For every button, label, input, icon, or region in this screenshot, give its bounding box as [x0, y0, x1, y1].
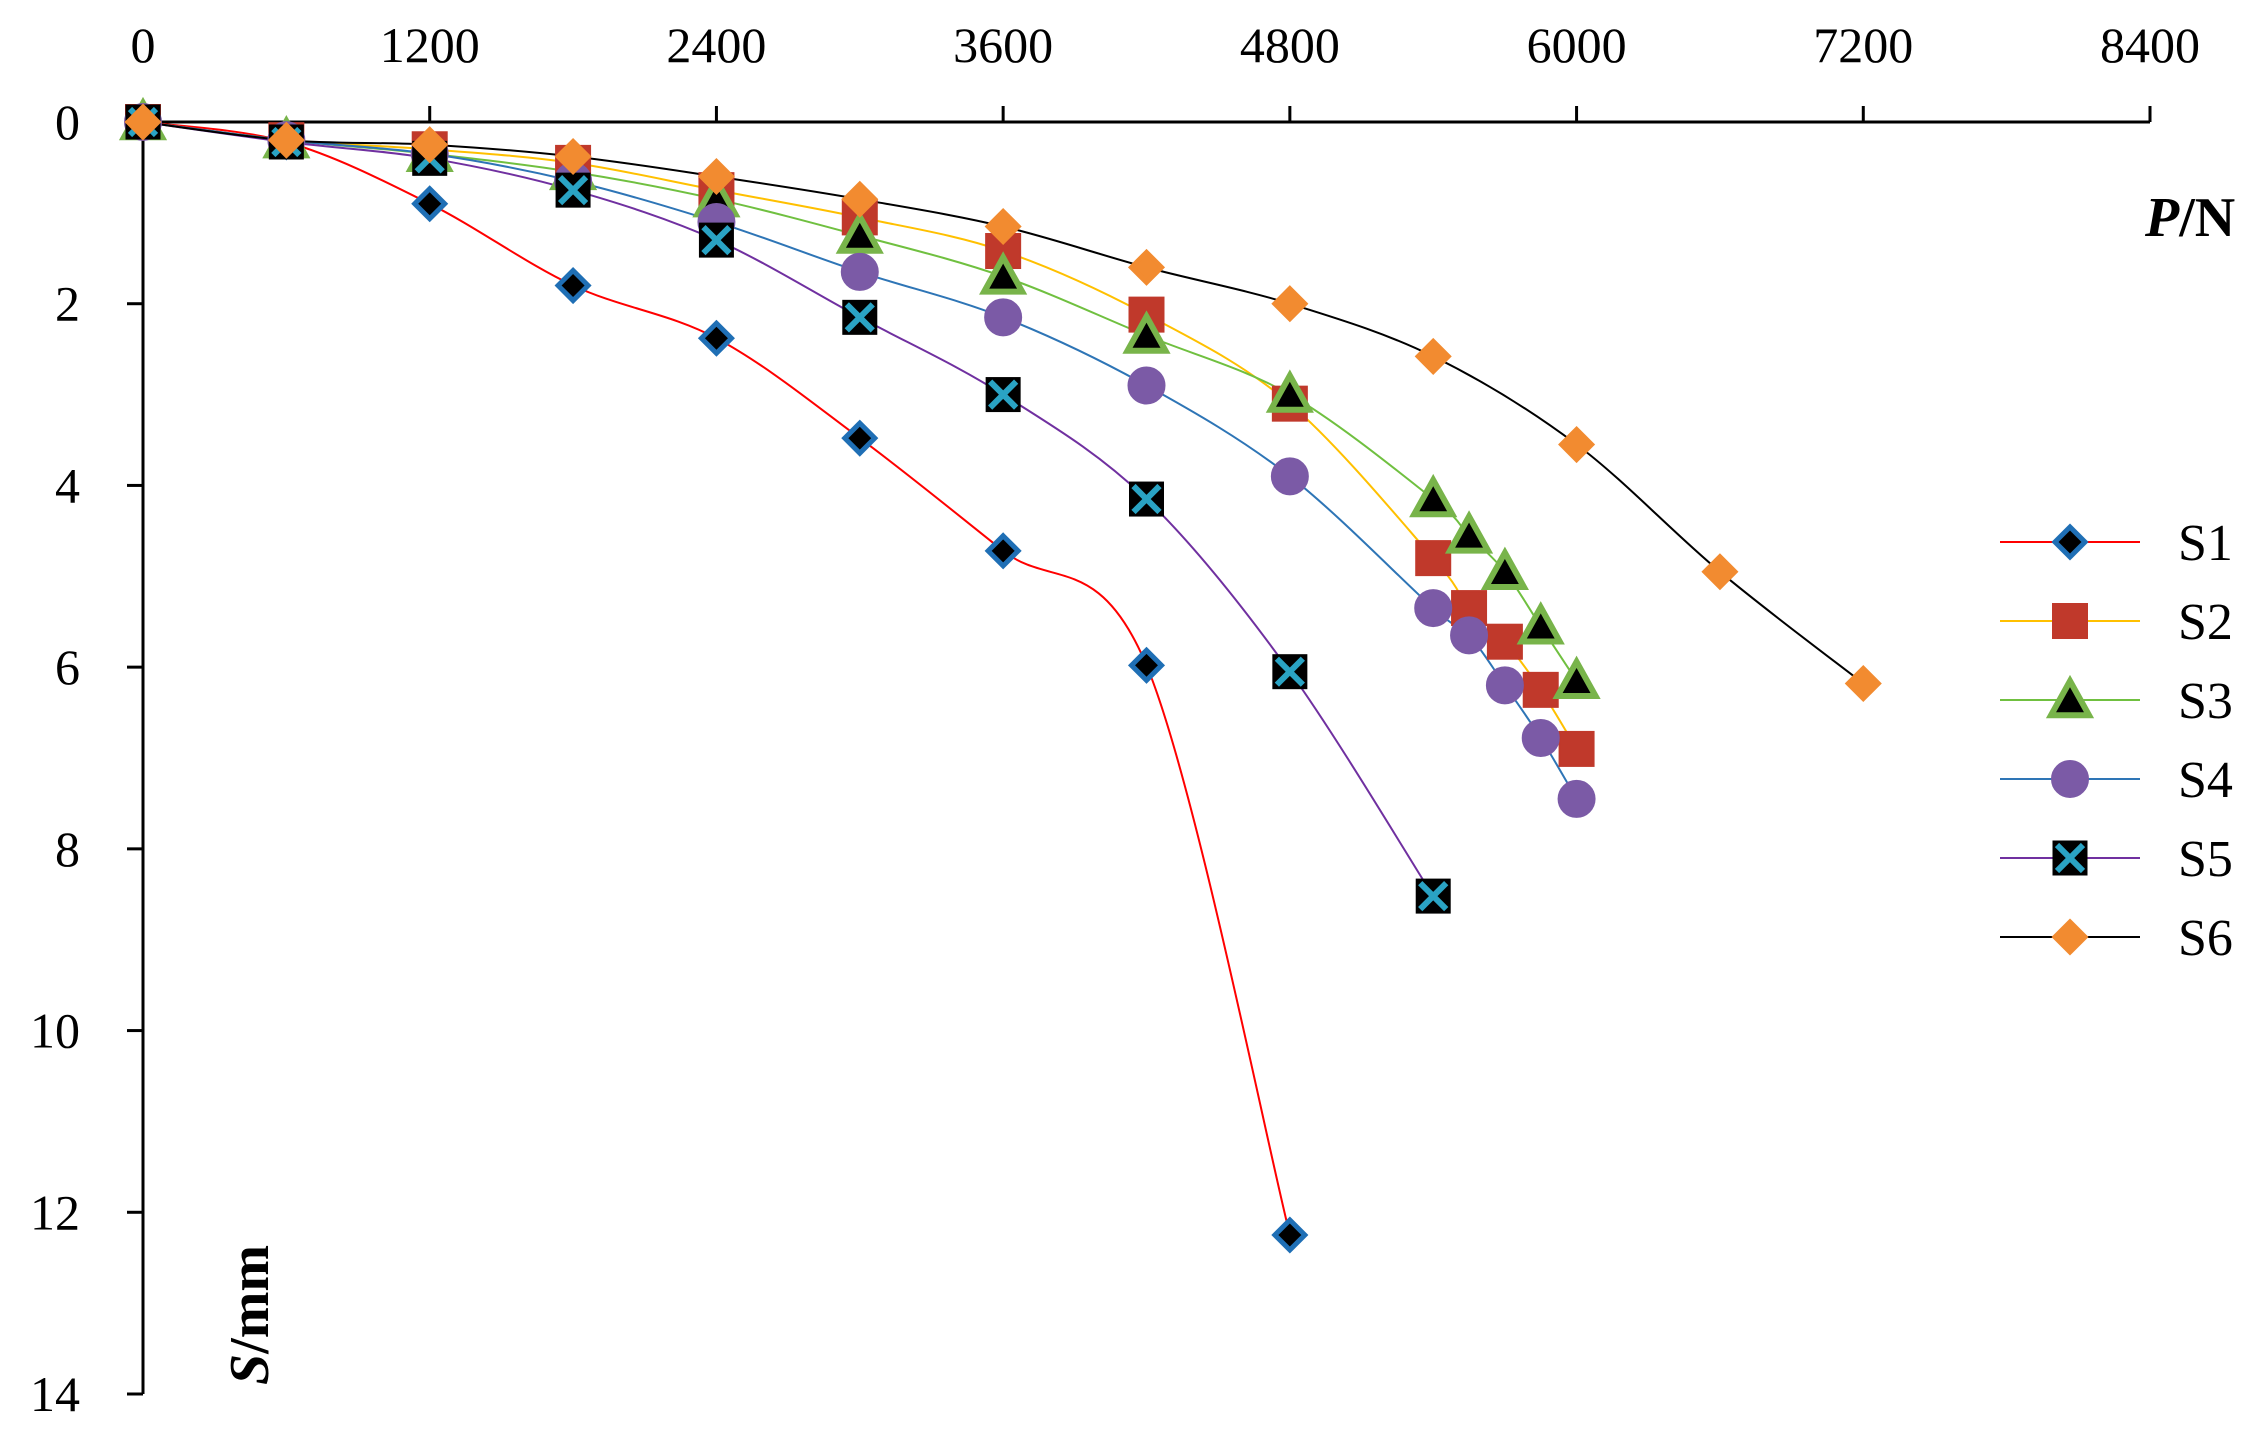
series-markers [118, 96, 1882, 1254]
point-s4-13 [1557, 779, 1596, 818]
point-s1-5 [841, 419, 879, 457]
point-s5-7-cross-b [1131, 483, 1162, 515]
point-s3-5 [835, 210, 884, 254]
point-s1-4 [697, 319, 735, 357]
x-tick-label: 3600 [953, 17, 1053, 73]
point-s3-9 [1409, 473, 1458, 518]
series-line-s1 [142, 121, 1291, 1236]
legend-label-s4: S4 [2178, 752, 2233, 809]
point-s2-13 [1558, 730, 1595, 767]
x-axis-title: P/N [2144, 187, 2235, 249]
legend-marker-s1 [2051, 523, 2089, 561]
legend: S1 S2 S3 S4 S5 S6 [2000, 515, 2233, 967]
point-s6-10 [1558, 426, 1596, 464]
point-s3-6 [979, 251, 1028, 295]
x-tick-label: 8400 [2100, 17, 2200, 73]
point-s6-12 [1844, 664, 1882, 703]
y-axis-title: S/mm [219, 1245, 281, 1385]
x-tick-label: 7200 [1813, 17, 1913, 73]
legend-marker-s4 [2051, 760, 2089, 798]
point-s6-5 [841, 180, 879, 218]
x-tick-label: 2400 [666, 17, 766, 73]
y-axis-title-rest: /mm [219, 1245, 281, 1355]
point-s4-6 [984, 298, 1023, 337]
x-tick-label: 1200 [380, 17, 480, 73]
legend-marker-s6 [2051, 918, 2089, 956]
point-s6-9 [1414, 337, 1452, 375]
point-s6-1 [267, 121, 305, 159]
x-tick-label: 4800 [1240, 17, 1340, 73]
point-s1-2 [411, 185, 449, 223]
point-s1-8 [1271, 1216, 1309, 1254]
x-tick-label: 0 [131, 17, 156, 73]
point-s2-9 [1415, 540, 1452, 577]
point-s2-11 [1486, 623, 1523, 660]
point-s2-12 [1522, 671, 1559, 708]
point-s5-7 [1129, 481, 1164, 517]
legend-label-s5: S5 [2178, 831, 2233, 888]
point-s4-9 [1414, 589, 1453, 628]
point-s6-4 [697, 157, 735, 196]
point-s6-8 [1271, 285, 1309, 323]
point-s5-9 [1415, 878, 1451, 914]
y-axis-title-italic: S [219, 1354, 281, 1385]
point-s3-8 [1265, 369, 1314, 413]
point-s4-5 [840, 252, 879, 291]
point-s5-8-cross-b [1274, 656, 1305, 687]
y-tick-label: 2 [55, 276, 80, 332]
point-s5-4-cross-b [701, 224, 732, 256]
legend-label-s6: S6 [2178, 910, 2233, 967]
point-s5-3-cross-b [557, 175, 589, 206]
legend-marker-s2 [2052, 603, 2088, 639]
y-tick-label: 8 [55, 821, 80, 877]
point-s5-8 [1272, 654, 1308, 690]
y-tick-label: 6 [55, 639, 80, 695]
point-s6-11 [1701, 553, 1739, 591]
legend-marker-s5-cross-b [2054, 842, 2086, 874]
point-s4-12 [1521, 719, 1560, 758]
y-tick-label: 4 [55, 457, 80, 513]
point-s5-5 [842, 299, 878, 335]
point-s3-7 [1122, 310, 1171, 354]
point-s3-10 [1444, 510, 1494, 554]
y-tick-label: 10 [30, 1003, 80, 1059]
axes: 0 1200 2400 3600 4800 6000 7200 8400 0 2 4 6 8 10 12 14 [30, 17, 2200, 1422]
point-s1-7 [1127, 646, 1166, 684]
legend-label-s2: S2 [2178, 594, 2233, 651]
point-s4-8 [1270, 457, 1309, 496]
point-s5-4 [698, 222, 734, 258]
point-s1-6 [984, 532, 1022, 570]
legend-label-s3: S3 [2178, 673, 2233, 730]
series-line-s5 [142, 121, 1435, 897]
point-s6-2 [411, 126, 449, 164]
point-s6-3 [554, 137, 592, 176]
x-axis-title-rest: /N [2178, 187, 2235, 249]
point-s5-6 [985, 377, 1021, 413]
x-tick-label: 6000 [1527, 17, 1627, 73]
point-s3-11 [1480, 546, 1529, 590]
point-s6-7 [1127, 248, 1166, 286]
y-tick-label: 12 [30, 1184, 80, 1240]
y-tick-label: 0 [55, 94, 80, 150]
point-s5-3 [555, 172, 591, 208]
point-s3-13 [1552, 655, 1601, 699]
point-s4-10 [1450, 616, 1489, 655]
legend-marker-s5 [2052, 840, 2088, 876]
point-s5-9-cross-b [1418, 880, 1449, 912]
legend-label-s1: S1 [2178, 515, 2233, 572]
point-s6-6 [984, 207, 1022, 246]
legend-marker-s3 [2045, 674, 2095, 719]
point-s4-7 [1127, 366, 1166, 405]
point-s5-6-cross-b [988, 379, 1019, 410]
point-s6-0 [124, 103, 162, 141]
point-s3-12 [1516, 601, 1565, 645]
x-axis-title-italic: P [2144, 187, 2180, 249]
point-s5-5-cross-b [844, 302, 875, 333]
point-s4-11 [1485, 666, 1524, 705]
point-s1-3 [554, 267, 592, 305]
y-tick-label: 14 [30, 1366, 80, 1422]
